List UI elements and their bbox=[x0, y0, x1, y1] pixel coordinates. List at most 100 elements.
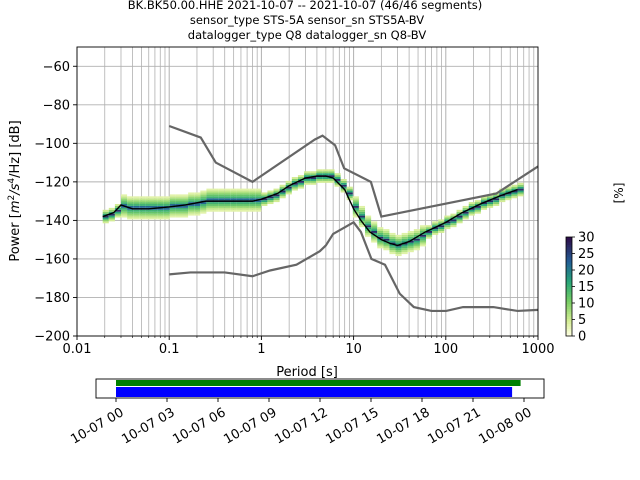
histogram-cell bbox=[212, 192, 219, 195]
histogram-cell bbox=[114, 209, 121, 212]
histogram-cell bbox=[285, 190, 292, 193]
histogram-cell bbox=[224, 194, 231, 197]
histogram-cell bbox=[358, 223, 366, 226]
histogram-cell bbox=[212, 202, 219, 205]
histogram-cell bbox=[407, 244, 414, 247]
histogram-cell bbox=[267, 198, 274, 201]
histogram-cell bbox=[169, 211, 176, 214]
histogram-cell bbox=[462, 211, 469, 214]
histogram-cell bbox=[139, 213, 146, 216]
histogram-cell bbox=[145, 215, 152, 218]
histogram-cell bbox=[139, 215, 146, 218]
histogram-cell bbox=[127, 202, 134, 205]
histogram-cell bbox=[322, 178, 329, 181]
histogram-cell bbox=[462, 215, 469, 218]
histogram-cell bbox=[236, 205, 244, 208]
histogram-cell bbox=[291, 188, 298, 191]
histogram-cell bbox=[243, 198, 250, 201]
histogram-cell bbox=[316, 169, 323, 172]
histogram-cell bbox=[157, 198, 164, 201]
histogram-cell bbox=[377, 232, 384, 235]
histogram-cell bbox=[297, 186, 305, 189]
histogram-cell bbox=[151, 198, 158, 201]
y-tick-label: −60 bbox=[43, 60, 70, 75]
histogram-cell bbox=[163, 207, 170, 210]
histogram-cell bbox=[108, 207, 115, 210]
nlnm-curve bbox=[169, 220, 539, 313]
colorbar-segment bbox=[566, 288, 572, 292]
histogram-cell bbox=[188, 202, 195, 205]
histogram-cell bbox=[139, 198, 146, 201]
histogram-cell bbox=[358, 209, 366, 212]
y-tick-label: −120 bbox=[34, 175, 70, 190]
histogram-cell bbox=[383, 244, 390, 247]
histogram-cell bbox=[480, 204, 488, 206]
histogram-cell bbox=[371, 221, 378, 224]
y-tick-label: −140 bbox=[34, 214, 70, 229]
histogram-cell bbox=[322, 180, 329, 183]
histogram-cell bbox=[371, 229, 378, 231]
colorbar-segment bbox=[566, 274, 572, 278]
histogram-cell bbox=[462, 207, 469, 210]
histogram-cell bbox=[291, 182, 298, 185]
histogram-cell bbox=[517, 184, 524, 187]
histogram-cell bbox=[163, 211, 170, 214]
histogram-cell bbox=[291, 177, 298, 179]
histogram-cell bbox=[389, 250, 396, 253]
histogram-cell bbox=[352, 215, 359, 218]
histogram-cell bbox=[383, 246, 390, 249]
histogram-cell bbox=[444, 217, 451, 220]
histogram-cell bbox=[255, 190, 262, 193]
plot-frame bbox=[76, 46, 539, 337]
histogram-cell bbox=[352, 196, 359, 199]
histogram-cell bbox=[285, 188, 292, 191]
histogram-cell bbox=[426, 234, 433, 237]
histogram-cell bbox=[511, 188, 518, 191]
histogram-cell bbox=[401, 234, 408, 237]
histogram-cell bbox=[236, 196, 244, 199]
histogram-cell bbox=[304, 180, 311, 183]
histogram-cell bbox=[395, 254, 402, 257]
histogram-cell bbox=[169, 194, 176, 197]
histogram-cell bbox=[230, 198, 237, 201]
histogram-cell bbox=[328, 175, 335, 178]
histogram-cell bbox=[413, 246, 420, 249]
histogram-cell bbox=[121, 205, 128, 208]
histogram-cell bbox=[224, 209, 231, 212]
histogram-cell bbox=[108, 217, 115, 220]
histogram-cell bbox=[249, 204, 256, 206]
histogram-cell bbox=[279, 184, 286, 187]
histogram-cell bbox=[121, 211, 128, 214]
colorbar-segment bbox=[566, 266, 572, 270]
histogram-cell bbox=[487, 200, 494, 203]
histogram-cell bbox=[102, 211, 109, 214]
histogram-cell bbox=[194, 207, 201, 210]
histogram-cell bbox=[291, 180, 298, 183]
histogram-cell bbox=[157, 205, 164, 208]
histogram-cell bbox=[194, 213, 201, 216]
colorbar-gradient bbox=[566, 237, 572, 337]
histogram-cell bbox=[255, 200, 262, 203]
histogram-cell bbox=[236, 188, 244, 191]
histogram-cell bbox=[273, 194, 280, 197]
histogram-cell bbox=[310, 180, 317, 183]
colorbar-segment bbox=[566, 311, 572, 315]
histogram-cell bbox=[505, 196, 512, 199]
histogram-cell bbox=[139, 202, 146, 205]
histogram-cell bbox=[212, 207, 219, 210]
histogram-cell bbox=[121, 209, 128, 212]
histogram-cell bbox=[407, 238, 414, 241]
y-tick-label: −80 bbox=[43, 98, 70, 113]
histogram-cell bbox=[371, 225, 378, 228]
histogram-cell bbox=[200, 207, 207, 210]
histogram-cell bbox=[200, 190, 207, 193]
histogram-cell bbox=[358, 211, 366, 214]
colorbar-segment bbox=[566, 261, 572, 265]
histogram-cell bbox=[413, 229, 420, 231]
histogram-cell bbox=[200, 204, 207, 206]
colorbar-segment bbox=[566, 241, 572, 245]
histogram-cell bbox=[121, 204, 128, 206]
histogram-cell bbox=[212, 194, 219, 197]
histogram-cell bbox=[383, 229, 390, 231]
